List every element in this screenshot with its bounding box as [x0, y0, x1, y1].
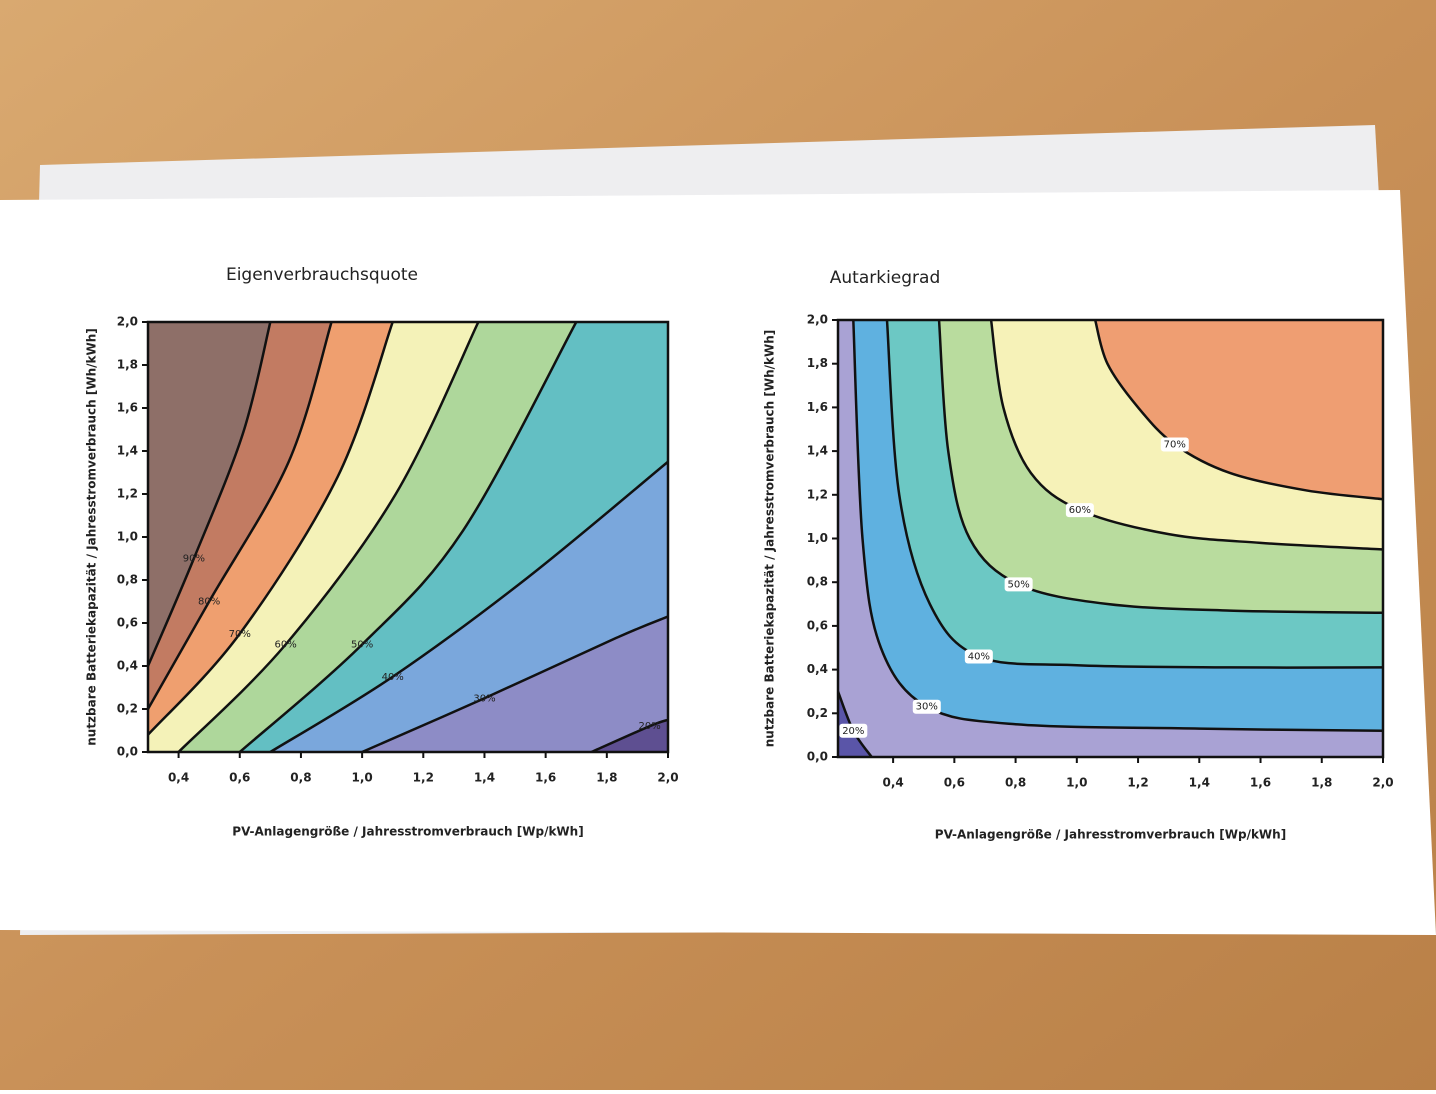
y-tick-label: 1,6 [807, 400, 828, 414]
level-label-box [912, 699, 941, 714]
level-label: 40% [968, 651, 990, 662]
contour-chart: 20% 30% 40% 50% 60% 70% 80% 90% 0,4 0,6 0,8 1,0 1,2 1… [85, 265, 679, 839]
level-label: 20% [842, 726, 864, 737]
x-axis-label: PV-Anlagengröße / Jahresstromverbrauch [… [935, 828, 1286, 842]
x-tick-label: 0,4 [168, 771, 189, 785]
x-tick-label: 1,8 [1311, 776, 1332, 790]
level-label-box [839, 723, 868, 738]
y-tick-label: 0,4 [807, 662, 828, 676]
level-label: 60% [275, 640, 297, 651]
charts: 20% 30% 40% 50% 60% 70% 80% 90% 0,4 0,6 0,8 1,0 1,2 1… [85, 265, 1394, 842]
y-tick-label: 1,0 [807, 531, 828, 545]
x-tick-label: 0,8 [1005, 776, 1026, 790]
contour-band [1095, 320, 1383, 500]
contour-line [148, 322, 333, 710]
y-tick-label: 1,4 [117, 444, 138, 458]
contour-line [148, 322, 272, 667]
y-tick-label: 0,0 [807, 750, 828, 764]
y-tick-label: 0,2 [807, 706, 828, 720]
level-label: 60% [1069, 505, 1091, 516]
y-tick-label: 2,0 [117, 315, 138, 329]
level-label-box [964, 649, 993, 664]
y-tick-label: 2,0 [807, 313, 828, 327]
level-label: 30% [916, 702, 938, 713]
y-tick-label: 1,6 [117, 401, 138, 415]
y-tick-label: 1,0 [117, 530, 138, 544]
x-tick-label: 2,0 [657, 771, 678, 785]
y-tick-label: 0,0 [117, 745, 138, 759]
y-tick-label: 0,2 [117, 702, 138, 716]
y-tick-label: 0,8 [807, 575, 828, 589]
x-tick-label: 0,6 [229, 771, 250, 785]
chart-title: Eigenverbrauchsquote [226, 265, 418, 285]
level-label: 70% [1164, 440, 1186, 451]
y-tick-label: 1,2 [117, 487, 138, 501]
level-label: 30% [473, 693, 495, 704]
x-tick-label: 1,0 [1066, 776, 1087, 790]
x-tick-label: 0,6 [944, 776, 965, 790]
chart-title: Autarkiegrad [830, 268, 941, 288]
x-tick-label: 1,2 [1127, 776, 1148, 790]
level-label-box [1004, 577, 1033, 592]
y-tick-label: 0,6 [807, 618, 828, 632]
y-tick-label: 1,2 [807, 487, 828, 501]
level-label: 20% [639, 721, 661, 732]
contour-line [269, 460, 668, 752]
x-axis-label: PV-Anlagengröße / Jahresstromverbrauch [… [232, 825, 583, 839]
x-tick-label: 1,6 [1250, 776, 1271, 790]
x-tick-label: 1,8 [596, 771, 617, 785]
contour-line [148, 322, 394, 736]
x-tick-label: 0,4 [882, 776, 903, 790]
x-tick-label: 0,8 [290, 771, 311, 785]
contour-line [361, 615, 668, 752]
y-axis-label: nutzbare Batteriekapazität / Jahresstrom… [763, 330, 777, 748]
level-label: 70% [229, 629, 251, 640]
y-tick-label: 0,8 [117, 573, 138, 587]
level-label: 90% [183, 554, 205, 565]
x-tick-label: 1,4 [474, 771, 495, 785]
x-tick-label: 1,0 [351, 771, 372, 785]
x-tick-label: 1,4 [1189, 776, 1210, 790]
contour-line [177, 322, 480, 752]
y-tick-label: 1,8 [117, 358, 138, 372]
y-tick-label: 1,8 [807, 356, 828, 370]
x-tick-label: 1,6 [535, 771, 556, 785]
plot-area: 20% 30% 40% 50% 60% 70% [838, 320, 1383, 757]
y-tick-label: 0,6 [117, 616, 138, 630]
level-label: 50% [1008, 579, 1030, 590]
x-tick-label: 1,2 [413, 771, 434, 785]
y-axis-label: nutzbare Batteriekapazität / Jahresstrom… [85, 328, 99, 746]
level-label: 80% [198, 597, 220, 608]
x-tick-label: 2,0 [1372, 776, 1393, 790]
level-label-box [1065, 503, 1094, 518]
level-label: 40% [382, 672, 404, 683]
contour-line [591, 718, 668, 752]
y-tick-label: 1,4 [807, 444, 828, 458]
level-label-box [1160, 437, 1189, 452]
contour-chart: 20% 30% 40% 50% 60% 70% 0,4 0,6 0,8 1,0 1,2 1,4 1,6 1… [763, 268, 1394, 842]
contour-band [148, 322, 271, 666]
y-tick-label: 0,4 [117, 659, 138, 673]
level-label: 50% [351, 640, 373, 651]
contour-line [238, 322, 578, 752]
plot-area: 20% 30% 40% 50% 60% 70% 80% 90% [148, 322, 668, 752]
